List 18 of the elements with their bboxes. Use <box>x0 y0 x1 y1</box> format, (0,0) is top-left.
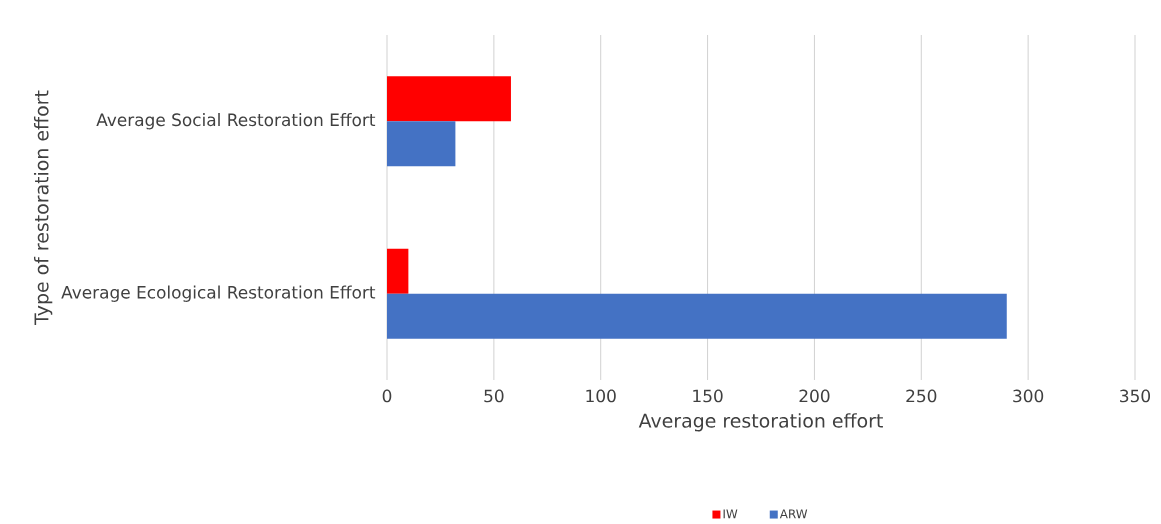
x-tick-label: 50 <box>484 389 504 403</box>
y-tick-label: Average Social Restoration Effort <box>96 113 376 130</box>
y-tick-label: Average Ecological Restoration Effort <box>61 285 376 303</box>
bar <box>387 121 456 167</box>
x-axis-title: Average restoration effort <box>638 413 883 432</box>
x-tick-label: 0 <box>382 389 392 403</box>
x-tick-label: 300 <box>1013 389 1044 403</box>
y-axis-title: Type of restoration effort <box>33 90 53 326</box>
bar <box>387 76 511 122</box>
x-tick-label: 100 <box>586 389 616 403</box>
x-tick-label: 250 <box>906 389 937 403</box>
bar <box>387 293 1007 339</box>
bar <box>387 248 409 294</box>
x-tick-label: 150 <box>693 389 723 403</box>
x-tick-label: 200 <box>799 389 830 403</box>
legend-label: IW <box>723 509 738 519</box>
legend-label: ARW <box>779 509 808 519</box>
x-tick-label: 350 <box>1120 389 1151 403</box>
